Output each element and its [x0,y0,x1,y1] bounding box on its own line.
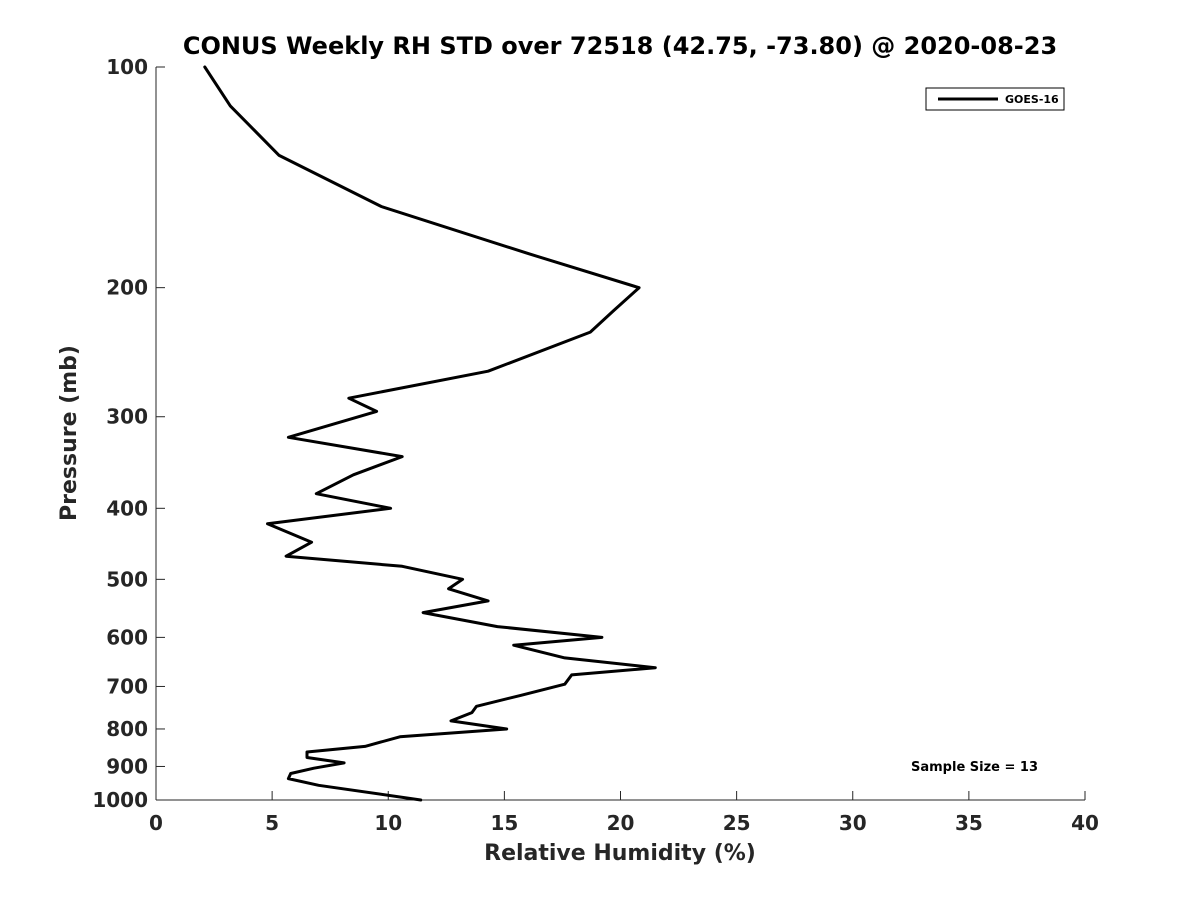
sample-size-annotation: Sample Size = 13 [911,760,1038,775]
y-tick-label: 300 [106,405,148,429]
legend-label-goes-16: GOES-16 [1005,93,1059,106]
series [203,65,657,802]
y-tick-label: 600 [106,625,148,649]
x-tick-label: 35 [955,811,983,835]
chart-title: CONUS Weekly RH STD over 72518 (42.75, -… [183,32,1057,60]
x-axis-label: Relative Humidity (%) [484,841,756,866]
x-tick-label: 30 [839,811,867,835]
plot-area [156,67,1085,800]
y-tick-label: 800 [106,717,148,741]
y-tick-label: 400 [106,496,148,520]
x-tick-label: 20 [607,811,635,835]
x-tick-label: 25 [723,811,751,835]
y-tick-label: 1000 [92,788,148,812]
x-tick-label: 15 [490,811,518,835]
series-line-goes-16 [203,65,657,802]
x-tick-label: 5 [265,811,279,835]
y-tick-label: 700 [106,674,148,698]
y-axis-label: Pressure (mb) [57,345,82,521]
x-tick-label: 40 [1071,811,1099,835]
y-tick-label: 500 [106,567,148,591]
y-tick-label: 100 [106,55,148,79]
legend: GOES-16 [925,87,1065,111]
x-tick-label: 10 [374,811,402,835]
y-tick-label: 900 [106,754,148,778]
y-tick-label: 200 [106,276,148,300]
ticks: 0 5 10 15 20 25 30 35 40 100 200 300 400 500 600 700 800… [92,55,1099,835]
x-tick-label: 0 [149,811,163,835]
